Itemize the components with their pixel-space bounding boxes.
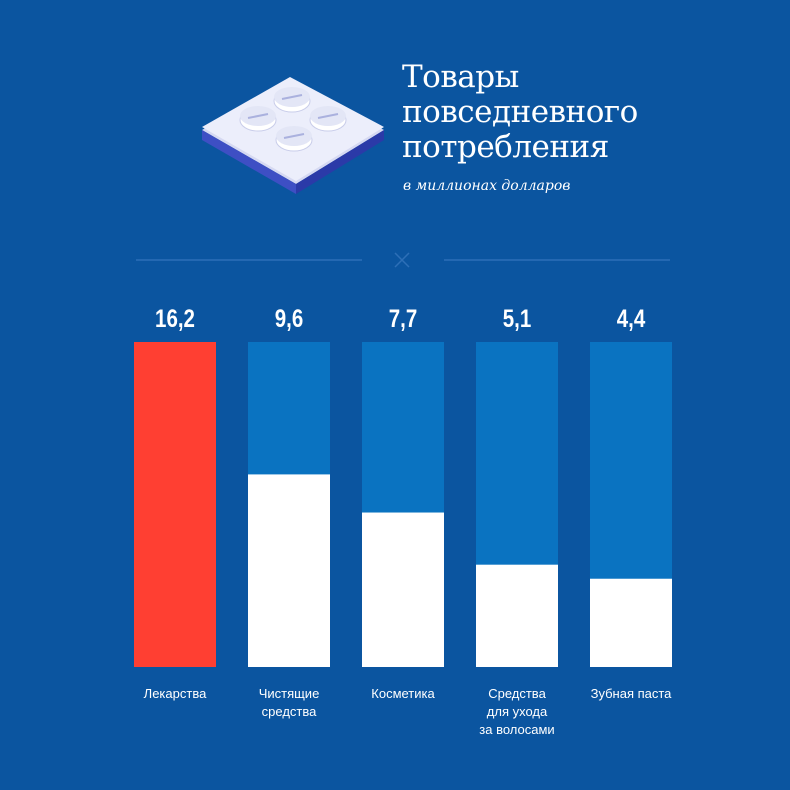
category-label: для ухода	[487, 704, 548, 719]
chart-subtitle: в миллионах долларов	[403, 178, 571, 194]
bar	[590, 578, 672, 667]
category-label: Зубная паста	[591, 686, 673, 701]
bar	[248, 474, 330, 667]
category-label: Лекарства	[144, 686, 207, 701]
bar	[134, 342, 216, 667]
bar	[362, 512, 444, 667]
bar-value-label: 4,4	[617, 304, 646, 332]
chart-title: Товары повседневного потребления	[402, 60, 638, 165]
pill-blister-pack-icon	[202, 77, 384, 194]
bar-value-label: 9,6	[275, 304, 303, 332]
bar-group: 16,2 Лекарства 9,6 Чистящие средства 7,7 Косме…	[134, 304, 672, 737]
category-label: средства	[262, 704, 317, 719]
title-line: повседневного	[402, 94, 638, 130]
category-label: Средства	[488, 686, 546, 701]
category-label: Косметика	[371, 686, 435, 701]
bar-value-label: 7,7	[389, 304, 417, 332]
divider	[136, 252, 670, 268]
bar-value-label: 16,2	[155, 304, 195, 332]
category-label: Чистящие	[259, 686, 320, 701]
title-line: Товары	[402, 59, 519, 95]
title-line: потребления	[402, 129, 609, 165]
bar	[476, 564, 558, 667]
bar-value-label: 5,1	[503, 304, 532, 332]
category-label: за волосами	[479, 722, 554, 737]
